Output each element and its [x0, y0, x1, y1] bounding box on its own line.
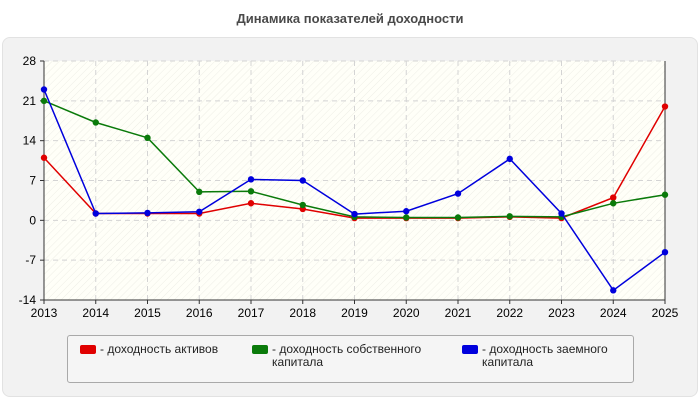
x-tick-label: 2016: [186, 306, 213, 320]
data-point: [40, 86, 48, 93]
legend-label-assets: - доходность активов: [100, 342, 219, 356]
legend-label-equity: - доходность собственного капитала: [272, 342, 422, 369]
data-point: [196, 188, 203, 196]
x-tick-label: 2014: [82, 306, 109, 320]
data-point: [92, 210, 99, 217]
data-point: [299, 201, 306, 209]
y-axis-tick-labels: 28 21 14 7 0 -7 -14: [19, 54, 37, 307]
data-point: [403, 214, 410, 221]
data-point: [299, 177, 306, 184]
data-point: [558, 210, 565, 217]
y-tick-label: 14: [23, 134, 37, 148]
y-tick-label: 28: [23, 54, 37, 68]
data-point: [661, 191, 669, 198]
data-point: [506, 155, 513, 163]
data-point: [247, 188, 255, 195]
data-point: [610, 200, 617, 207]
data-point: [144, 209, 151, 217]
data-point: [247, 176, 255, 183]
data-point: [92, 119, 99, 126]
legend-swatch-assets: [80, 345, 96, 354]
x-tick-label: 2017: [238, 306, 265, 320]
series-2: [40, 86, 669, 294]
x-tick-label: 2018: [289, 306, 316, 320]
x-tick-label: 2015: [134, 306, 161, 320]
y-tick-label: 21: [23, 94, 37, 108]
axes: [40, 60, 666, 304]
data-point: [610, 194, 617, 201]
data-point: [247, 200, 255, 207]
data-point: [661, 103, 669, 110]
data-point: [40, 97, 48, 105]
series-lines: [40, 86, 669, 294]
legend-swatch-equity: [252, 345, 268, 354]
chart-title: Динамика показателей доходности: [236, 11, 464, 26]
data-point: [144, 134, 151, 142]
x-tick-label: 2022: [496, 306, 523, 320]
data-point: [661, 249, 669, 256]
x-tick-label: 2013: [31, 306, 58, 320]
data-point: [454, 214, 462, 221]
x-tick-label: 2019: [341, 306, 368, 320]
y-tick-label: -7: [25, 253, 36, 267]
x-tick-label: 2021: [445, 306, 472, 320]
x-axis-tick-labels: 2013 2014 2015 2016 2017 2018 2019 2020 2021 2022…: [31, 306, 679, 320]
legend-swatch-borrowed: [462, 345, 478, 354]
data-point: [403, 208, 410, 215]
y-tick-label: -14: [19, 293, 37, 307]
x-tick-label: 2020: [393, 306, 420, 320]
x-tick-label: 2023: [548, 306, 575, 320]
data-point: [506, 213, 513, 220]
y-tick-label: 0: [29, 213, 36, 227]
data-point: [40, 154, 48, 161]
x-tick-label: 2025: [652, 306, 679, 320]
x-tick-label: 2024: [600, 306, 627, 320]
y-tick-label: 7: [29, 174, 36, 188]
data-point: [196, 208, 203, 215]
legend: - доходность активов - доходность собств…: [67, 335, 634, 383]
data-point: [351, 210, 358, 218]
legend-label-borrowed: - доходность заемного капитала: [482, 342, 608, 369]
data-point: [610, 287, 617, 294]
data-point: [454, 190, 462, 197]
